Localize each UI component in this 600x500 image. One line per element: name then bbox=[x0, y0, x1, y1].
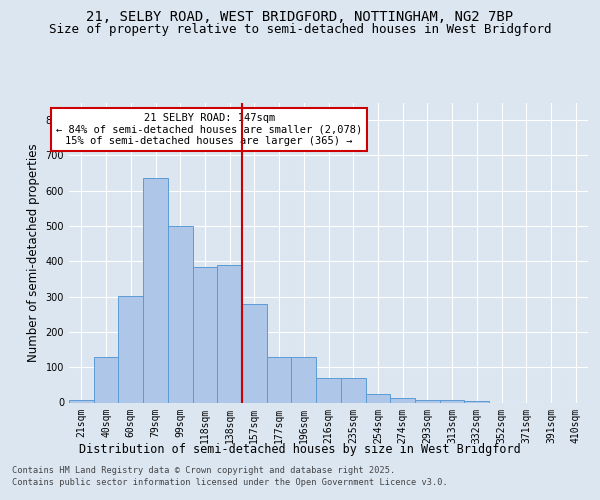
Bar bbox=[69, 400, 94, 402]
Text: Size of property relative to semi-detached houses in West Bridgford: Size of property relative to semi-detach… bbox=[49, 24, 551, 36]
Text: Contains public sector information licensed under the Open Government Licence v3: Contains public sector information licen… bbox=[12, 478, 448, 487]
Bar bbox=[316, 378, 341, 402]
Text: Distribution of semi-detached houses by size in West Bridgford: Distribution of semi-detached houses by … bbox=[79, 442, 521, 456]
Bar bbox=[292, 356, 316, 403]
Bar bbox=[267, 356, 292, 403]
Bar bbox=[168, 226, 193, 402]
Bar bbox=[415, 400, 440, 402]
Bar bbox=[440, 400, 464, 402]
Y-axis label: Number of semi-detached properties: Number of semi-detached properties bbox=[27, 143, 40, 362]
Bar bbox=[217, 265, 242, 402]
Bar bbox=[143, 178, 168, 402]
Bar bbox=[390, 398, 415, 402]
Text: Contains HM Land Registry data © Crown copyright and database right 2025.: Contains HM Land Registry data © Crown c… bbox=[12, 466, 395, 475]
Text: 21, SELBY ROAD, WEST BRIDGFORD, NOTTINGHAM, NG2 7BP: 21, SELBY ROAD, WEST BRIDGFORD, NOTTINGH… bbox=[86, 10, 514, 24]
Text: 21 SELBY ROAD: 147sqm
← 84% of semi-detached houses are smaller (2,078)
15% of s: 21 SELBY ROAD: 147sqm ← 84% of semi-deta… bbox=[56, 113, 362, 146]
Bar bbox=[94, 358, 118, 403]
Bar bbox=[242, 304, 267, 402]
Bar bbox=[193, 268, 217, 402]
Bar bbox=[365, 394, 390, 402]
Bar bbox=[341, 378, 365, 402]
Bar bbox=[118, 296, 143, 403]
Bar bbox=[464, 400, 489, 402]
